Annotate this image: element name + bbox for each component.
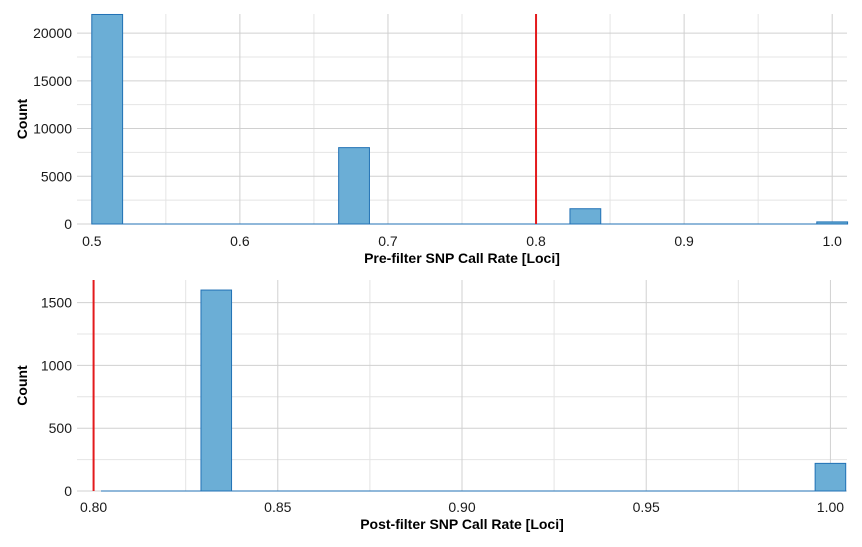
y-axis-title: Count	[14, 98, 30, 139]
histogram-bar	[816, 221, 849, 225]
histogram-bar	[338, 147, 370, 225]
x-tick-label: 0.9	[674, 233, 694, 249]
x-tick-label: 0.90	[448, 499, 475, 515]
histogram-bar	[814, 462, 847, 492]
y-tick-label: 5000	[41, 168, 72, 184]
x-tick-label: 0.7	[378, 233, 398, 249]
y-tick-label: 500	[49, 420, 73, 436]
x-axis-title: Post-filter SNP Call Rate [Loci]	[360, 516, 564, 532]
x-tick-label: 0.8	[526, 233, 546, 249]
y-tick-label: 0	[64, 216, 72, 232]
x-tick-label: 0.80	[80, 499, 107, 515]
y-axis-title: Count	[14, 365, 30, 406]
histogram-bar	[200, 289, 233, 492]
histogram-panel-1: 0.5 0.6 0.7 0.8 0.9 1.0 0 5000 10000 15000 20000 Pr…	[14, 13, 849, 266]
y-tick-label: 1000	[41, 357, 72, 373]
y-tick-label: 15000	[33, 73, 72, 89]
x-axis-title: Pre-filter SNP Call Rate [Loci]	[364, 250, 560, 266]
x-tick-label: 0.6	[230, 233, 250, 249]
y-tick-label: 0	[64, 483, 72, 499]
x-tick-label: 0.95	[633, 499, 660, 515]
histogram-bar	[569, 208, 602, 225]
histogram-bar	[91, 13, 124, 225]
x-tick-label: 0.5	[82, 233, 102, 249]
y-tick-label: 20000	[33, 25, 72, 41]
y-tick-label: 1500	[41, 295, 72, 311]
x-tick-label: 1.00	[817, 499, 844, 515]
x-tick-label: 1.0	[822, 233, 842, 249]
histogram-panel-2: 0.80 0.85 0.90 0.95 1.00 0 500 1000 1500 Post-fil…	[14, 280, 847, 532]
x-tick-label: 0.85	[264, 499, 291, 515]
y-tick-label: 10000	[33, 121, 72, 137]
